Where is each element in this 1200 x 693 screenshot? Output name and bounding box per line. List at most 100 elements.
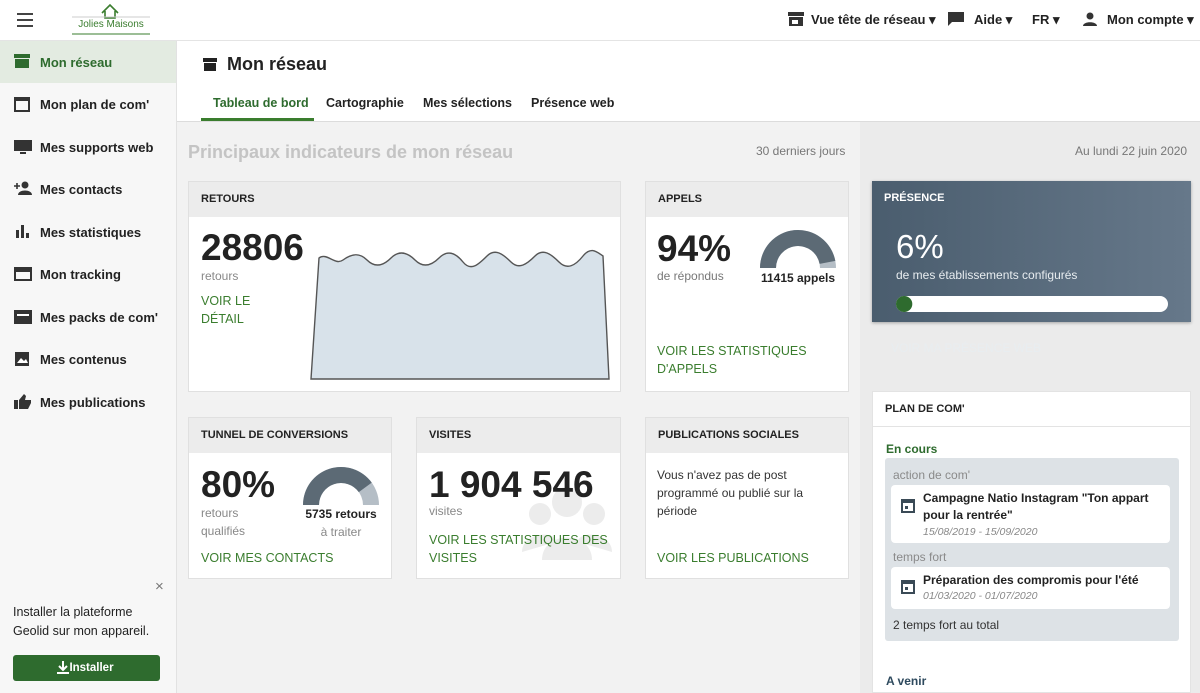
nav-item[interactable]: Mes statistiques: [0, 211, 176, 253]
tab[interactable]: Cartographie: [326, 96, 404, 110]
calendar-icon: [901, 499, 915, 513]
page-header: Mon réseau: [177, 41, 1200, 122]
nav-item[interactable]: Mes contacts: [0, 168, 176, 210]
progress-fill: [896, 296, 913, 312]
menu-help[interactable]: Aide ▾: [974, 12, 1013, 27]
section-title: Principaux indicateurs de mon réseau: [188, 142, 514, 162]
install-button[interactable]: Installer: [13, 655, 160, 681]
nav-label: Mon tracking: [40, 267, 121, 282]
install-text: Installer la plateforme Geolid sur mon a…: [13, 605, 150, 638]
group-label: temps fort: [893, 550, 947, 564]
card-link[interactable]: VOIR LES STATISTIQUES D'APPELS: [657, 344, 807, 376]
topbar: Jolies Maisons Vue tête de réseau ▾ Aide…: [0, 0, 1200, 41]
page-title: Mon réseau: [227, 54, 328, 74]
nav-icon: [14, 181, 32, 195]
section-label: En cours: [886, 442, 938, 456]
progress-bar: [896, 296, 1168, 312]
card-link[interactable]: VOIR LE DÉTAIL: [201, 294, 251, 326]
card-title: PUBLICATIONS SOCIALES: [646, 418, 848, 453]
card-title: RETOURS: [189, 182, 620, 217]
nav-label: Mes contacts: [40, 182, 123, 197]
nav-label: Mon plan de com': [40, 97, 150, 112]
visitors-watermark: [522, 487, 612, 560]
nav-item[interactable]: Mes contenus: [0, 338, 176, 380]
kpi-unit: visites: [429, 504, 463, 518]
card-visites: VISITES 1 904 546 visites VOIR LES STATI…: [416, 417, 621, 579]
menu-lang[interactable]: FR ▾: [1032, 12, 1060, 27]
card-link[interactable]: VOIR LES STATISTIQUES DES VISITES: [429, 533, 608, 565]
tab[interactable]: Tableau de bord: [213, 96, 309, 110]
kpi-caption: de mes établissements configurés: [896, 268, 1078, 282]
tab[interactable]: Mes sélections: [423, 96, 512, 110]
card-link[interactable]: VOIR LES PUBLICATIONS: [657, 551, 809, 565]
install-label: Installer: [69, 662, 114, 674]
close-button[interactable]: ×: [155, 578, 164, 595]
logo-text: Jolies Maisons: [78, 19, 144, 30]
nav-label: Mes supports web: [40, 140, 154, 155]
kpi-count-caption: à traiter: [320, 525, 362, 539]
kpi-value: 28806: [201, 227, 304, 268]
progress-track: [896, 296, 1168, 312]
kpi-unit: retours: [201, 269, 239, 283]
sparkline-decoration: [310, 249, 610, 380]
nav-label: Mes publications: [40, 395, 146, 410]
tab[interactable]: Présence web: [531, 96, 615, 110]
nav-icon: [14, 140, 32, 154]
chat-icon: [948, 12, 964, 26]
menu-account[interactable]: Mon compte ▾: [1107, 12, 1194, 27]
nav-item[interactable]: Mes supports web: [0, 126, 176, 168]
nav-icon: [14, 267, 32, 281]
nav-label: Mes contenus: [40, 352, 127, 367]
card-link[interactable]: VOIR MES CONTACTS: [201, 551, 334, 565]
nav-item[interactable]: Mes publications: [0, 381, 176, 423]
nav-item[interactable]: Mes packs de com': [0, 296, 176, 338]
plan-item[interactable]: Préparation des compromis pour l'été 01/…: [891, 567, 1170, 609]
nav-item[interactable]: Mon tracking: [0, 253, 176, 295]
kpi-caption: retours qualifiés: [201, 506, 246, 538]
total: 2 temps fort au total: [893, 618, 1000, 632]
card-header: [873, 392, 1190, 427]
item-dates: 01/03/2020 - 01/07/2020: [923, 590, 1038, 602]
logo-frame: [72, 3, 150, 35]
plan-item[interactable]: Campagne Natio Instagram "Ton appart pou…: [891, 485, 1170, 543]
card-title: PRÉSENCE: [884, 192, 945, 204]
page-icon: [203, 58, 217, 71]
gauge-value: [303, 467, 372, 505]
date: Au lundi 22 juin 2020: [1075, 144, 1188, 158]
card-publications: PUBLICATIONS SOCIALES Vous n'avez pas de…: [645, 417, 849, 579]
nav-icon: [14, 394, 31, 409]
link-label: VOIR MA PRÉSENCE WEB: [891, 341, 1042, 355]
kpi-count: 5735 retours: [305, 507, 377, 521]
nav-icon: [16, 225, 29, 238]
card-text: Vous n'avez pas de post programmé ou pub…: [657, 468, 804, 518]
group-label: action de com': [893, 468, 970, 482]
gauge-value: [760, 229, 836, 268]
calendar-icon: [901, 580, 915, 594]
nav-item[interactable]: Mon réseau: [0, 41, 176, 83]
nav-item[interactable]: Mon plan de com': [0, 83, 176, 125]
card-appels: APPELS 94% de répondus 11415 appels VOIR…: [645, 181, 849, 392]
menu-icon[interactable]: [17, 13, 33, 27]
card-title: TUNNEL DE CONVERSIONS: [189, 418, 391, 453]
kpi-value: 1 904 546: [429, 464, 594, 505]
kpi-caption: de répondus: [657, 269, 724, 283]
card-title: VISITES: [417, 418, 620, 453]
download-icon: [57, 661, 69, 674]
gauge: [303, 467, 379, 505]
sidebar: Mon réseau Mon plan de com' Mes supports…: [0, 41, 177, 693]
store-icon: [788, 12, 804, 26]
card-link[interactable]: VOIR MA PRÉSENCE WEB: [891, 341, 1041, 355]
item-title: Préparation des compromis pour l'été: [923, 573, 1139, 587]
item-dates: 15/08/2019 - 15/09/2020: [923, 526, 1038, 538]
card-title: PLAN DE COM': [885, 403, 965, 415]
menu-label: Mon compte: [1107, 12, 1184, 27]
nav-icon: [14, 97, 30, 112]
section-label: A venir: [886, 674, 927, 688]
item-title: Campagne Natio Instagram "Ton appart pou…: [923, 491, 1149, 522]
menu-label: Vue tête de réseau: [811, 12, 926, 27]
nav-label: Mes statistiques: [40, 225, 142, 240]
card-tunnel: TUNNEL DE CONVERSIONS 80% retours qualif…: [188, 417, 392, 579]
tab-indicator: [201, 118, 314, 121]
nav-icon: [14, 54, 30, 68]
menu-network[interactable]: Vue tête de réseau ▾: [811, 12, 936, 27]
